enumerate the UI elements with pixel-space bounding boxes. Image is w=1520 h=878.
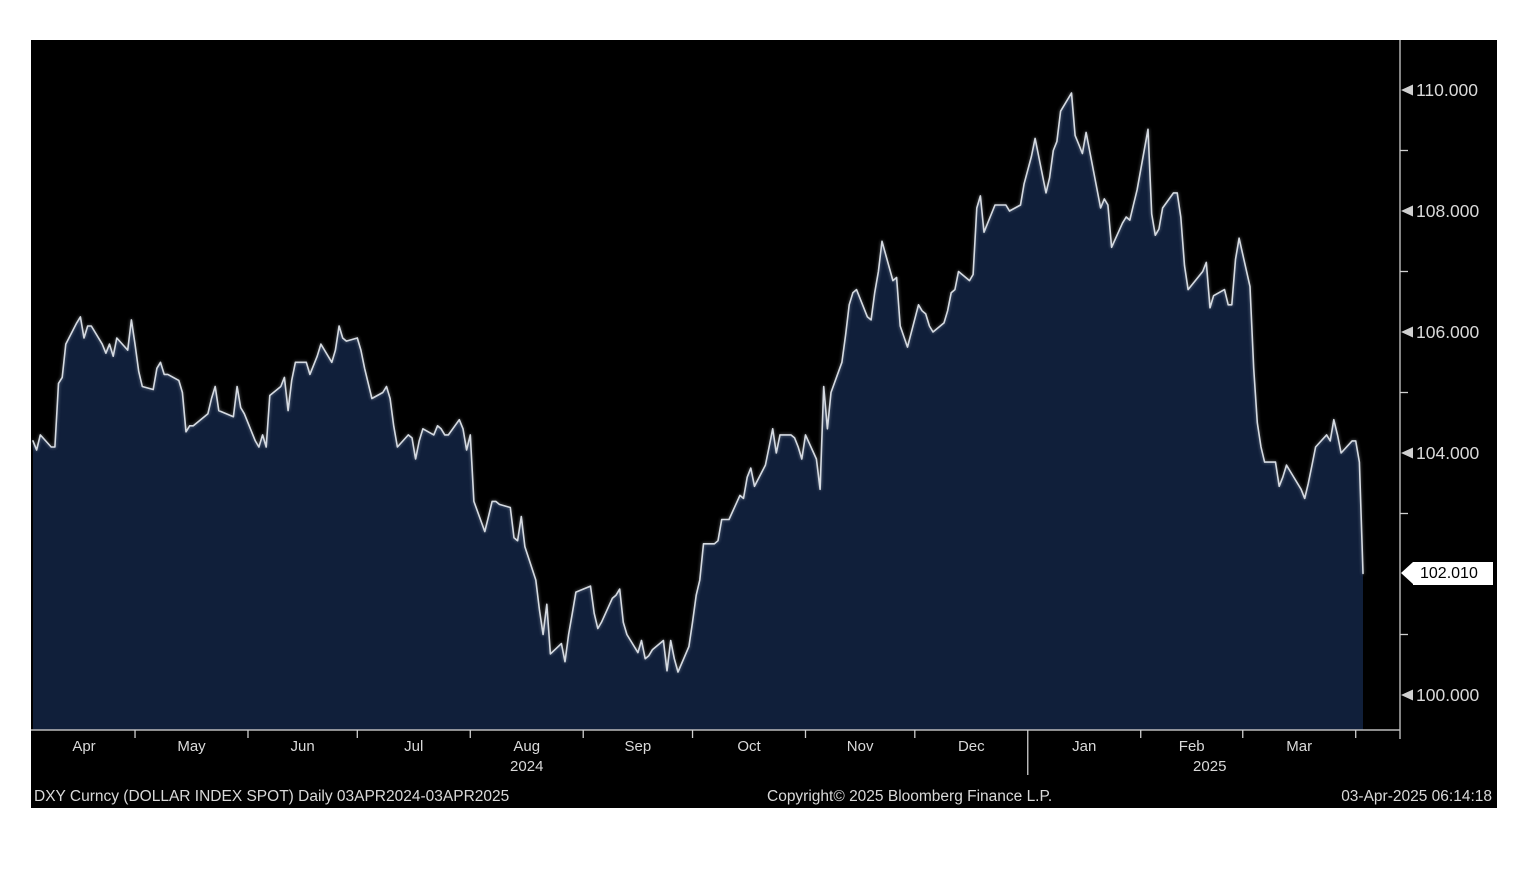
x-axis-month-label: Dec — [958, 738, 985, 755]
y-tick-arrow — [1401, 84, 1413, 96]
chart-plot-area[interactable]: Apr May Jun Jul Aug Sep Oct Nov Dec Jan Feb Mar 2024… — [31, 40, 1497, 808]
price-area-fill — [33, 93, 1363, 730]
last-price-value: 102.010 — [1420, 565, 1478, 582]
x-axis-month-label: Jan — [1072, 738, 1096, 755]
bloomberg-chart-window: Apr May Jun Jul Aug Sep Oct Nov Dec Jan Feb Mar 2024… — [31, 40, 1497, 808]
footer-instrument-label: DXY Curncy (DOLLAR INDEX SPOT) Daily 03A… — [34, 788, 510, 805]
x-axis-month-label: Mar — [1286, 738, 1312, 755]
y-tick-arrow — [1401, 447, 1413, 459]
footer-copyright: Copyright© 2025 Bloomberg Finance L.P. — [767, 788, 1053, 805]
x-axis-year-label: 2024 — [510, 758, 543, 775]
last-price-flag: 102.010 — [1401, 562, 1493, 585]
x-axis-month-label: Nov — [847, 738, 874, 755]
price-line — [32, 92, 1364, 673]
footer-bar: DXY Curncy (DOLLAR INDEX SPOT) Daily 03A… — [31, 787, 1497, 807]
y-axis-label: 108.000 — [1416, 201, 1480, 221]
x-axis-year-label: 2025 — [1193, 758, 1226, 775]
y-axis-label: 106.000 — [1416, 322, 1480, 342]
x-axis-month-label: Jun — [291, 738, 315, 755]
y-tick-arrow — [1401, 326, 1413, 338]
x-axis-month-label: Jul — [404, 738, 423, 755]
x-axis-month-label: Feb — [1179, 738, 1205, 755]
y-axis-label: 104.000 — [1416, 443, 1480, 463]
x-axis-month-label: Sep — [625, 738, 652, 755]
x-axis-month-label: Oct — [737, 738, 761, 755]
y-axis-label: 100.000 — [1416, 685, 1480, 705]
footer-timestamp: 03-Apr-2025 06:14:18 — [1341, 788, 1492, 805]
x-axis-month-label: Apr — [72, 738, 95, 755]
y-tick-arrow — [1401, 689, 1413, 701]
x-axis-month-label: May — [177, 738, 206, 755]
y-axis-label: 110.000 — [1416, 80, 1478, 100]
x-axis-month-label: Aug — [513, 738, 540, 755]
y-tick-arrow — [1401, 205, 1413, 217]
